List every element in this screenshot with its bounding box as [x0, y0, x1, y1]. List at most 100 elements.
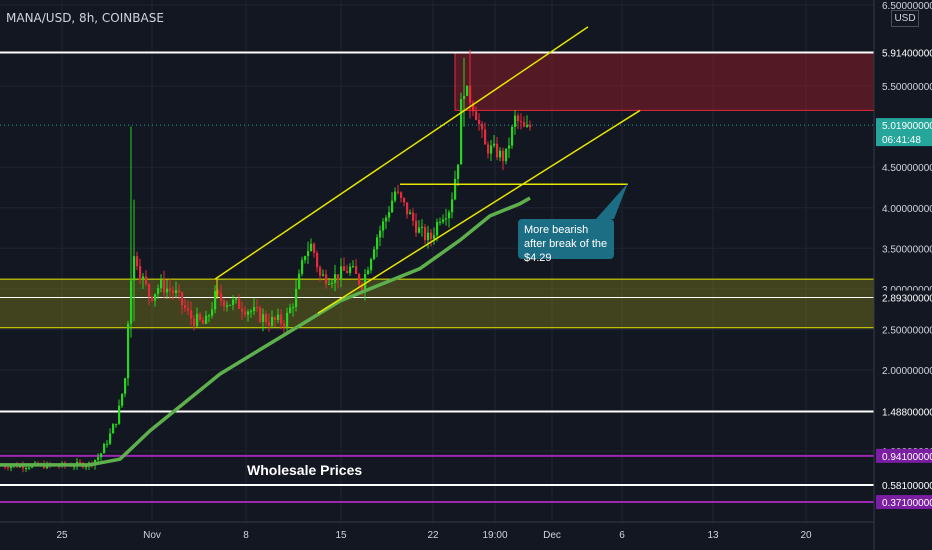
- support-zone: [0, 279, 874, 328]
- candle-body: [376, 237, 379, 250]
- candle-body: [148, 284, 151, 297]
- candle-body: [118, 405, 121, 424]
- candle-body: [178, 290, 181, 293]
- x-tick-label: 20: [800, 530, 812, 541]
- candle-body: [181, 292, 184, 306]
- candle-body: [511, 126, 514, 146]
- currency-label[interactable]: USD: [891, 10, 919, 27]
- price-label-box: [876, 404, 932, 419]
- candle-body: [505, 148, 508, 162]
- candle-body: [457, 164, 460, 179]
- candle-body: [127, 323, 130, 379]
- price-label: 2.89300000: [882, 294, 932, 305]
- candle-body: [232, 299, 235, 305]
- candle-body: [262, 314, 265, 322]
- candle-body: [391, 200, 394, 213]
- candle-body: [343, 266, 346, 271]
- x-tick-label: 25: [56, 530, 68, 541]
- candle-body: [154, 293, 157, 301]
- candle-body: [478, 120, 481, 125]
- wholesale-label: Wholesale Prices: [247, 462, 363, 478]
- candle-body: [508, 145, 511, 149]
- candle-body: [418, 227, 421, 233]
- candle-body: [472, 102, 475, 112]
- candle-body: [469, 85, 472, 103]
- candle-body: [7, 467, 10, 469]
- candle-body: [496, 143, 499, 158]
- candle-body: [277, 314, 280, 321]
- price-label-box: [876, 478, 932, 493]
- candle-body: [334, 274, 337, 283]
- candle-body: [379, 230, 382, 238]
- candle-body: [217, 291, 220, 294]
- candle-body: [73, 466, 76, 468]
- candle-body: [400, 192, 403, 198]
- candle-body: [226, 305, 229, 307]
- candle-body: [136, 256, 139, 267]
- candle-body: [382, 221, 385, 231]
- candle-body: [310, 243, 313, 252]
- candle-body: [196, 313, 199, 326]
- price-label: 0.37100000: [882, 498, 932, 509]
- candle-body: [367, 270, 370, 275]
- candle-body: [292, 307, 295, 309]
- candle-body: [316, 252, 319, 268]
- y-tick-label: 5.50000000: [882, 82, 932, 93]
- candle-body: [337, 274, 340, 280]
- candle-body: [79, 461, 82, 464]
- candle-body: [328, 283, 331, 285]
- candle-body: [319, 267, 322, 276]
- candle-body: [451, 199, 454, 213]
- candle-body: [100, 453, 103, 458]
- x-tick-label: Dec: [543, 530, 561, 541]
- candle-body: [115, 423, 118, 425]
- candle-body: [430, 232, 433, 240]
- candle-body: [442, 219, 445, 222]
- candle-body: [211, 309, 214, 316]
- candle-body: [268, 322, 271, 326]
- candle-body: [424, 226, 427, 241]
- candle-body: [247, 311, 250, 315]
- candle-body: [139, 266, 142, 280]
- x-tick-label: 19:00: [482, 530, 507, 541]
- y-tick-label: 3.50000000: [882, 244, 932, 255]
- candle-body: [85, 465, 88, 468]
- candle-body: [256, 306, 259, 308]
- candle-body: [484, 129, 487, 145]
- candle-body: [121, 393, 124, 406]
- candle-body: [106, 443, 109, 445]
- candle-body: [157, 288, 160, 294]
- candle-body: [388, 212, 391, 218]
- candle-body: [481, 124, 484, 130]
- candle-body: [202, 320, 205, 324]
- price-label-box: [876, 495, 932, 510]
- candle-body: [286, 312, 289, 327]
- candle-body: [250, 311, 253, 313]
- candle-body: [331, 282, 334, 284]
- candle-body: [460, 98, 463, 165]
- candle-body: [463, 95, 466, 99]
- candle-body: [313, 243, 316, 253]
- candle-body: [412, 212, 415, 221]
- x-tick-label: 13: [707, 530, 719, 541]
- candle-body: [151, 296, 154, 301]
- y-tick-label: 4.00000000: [882, 204, 932, 215]
- candle-body: [28, 467, 31, 469]
- candle-body: [25, 467, 28, 469]
- candle-body: [493, 143, 496, 146]
- candle-body: [103, 443, 106, 454]
- candle-body: [454, 178, 457, 200]
- candle-body: [373, 249, 376, 260]
- x-tick-label: 22: [427, 530, 439, 541]
- candle-body: [259, 307, 262, 322]
- candle-body: [124, 378, 127, 394]
- candle-body: [172, 290, 175, 294]
- price-label: 0.58100000: [882, 481, 932, 492]
- candle-body: [190, 310, 193, 319]
- y-tick-label: 2.00000000: [882, 366, 932, 377]
- price-label-box: [876, 290, 932, 305]
- candle-body: [340, 266, 343, 280]
- candle-body: [499, 150, 502, 158]
- candle-body: [421, 226, 424, 228]
